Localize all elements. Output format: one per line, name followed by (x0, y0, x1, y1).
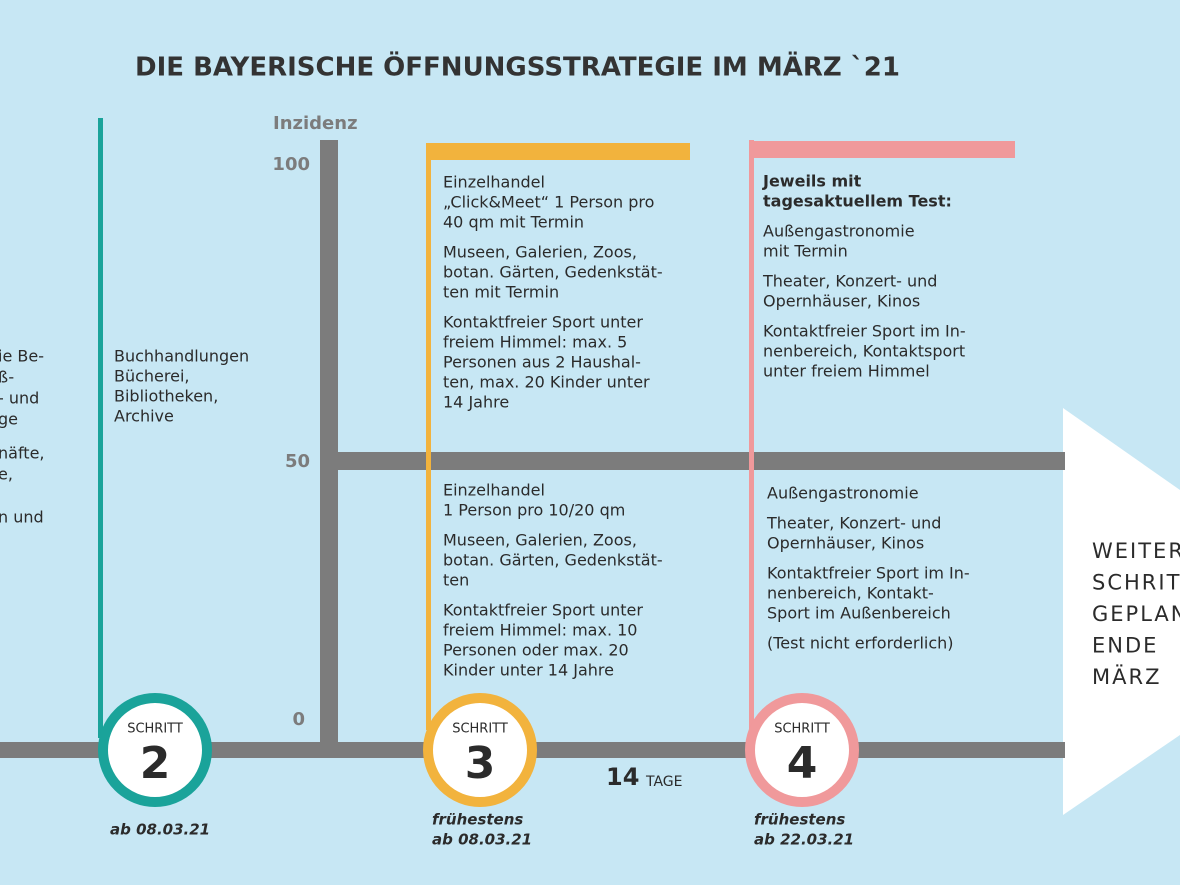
text-line: Theater, Konzert- und (766, 514, 941, 533)
text-fragment: näfte, (0, 444, 45, 463)
step-flag (749, 141, 1015, 158)
step-number: 2 (140, 738, 171, 789)
step-line (426, 145, 431, 730)
axis-tick: 100 (272, 154, 310, 175)
heading-line: Jeweils mit (762, 172, 862, 191)
text-line: Buchhandlungen (114, 347, 249, 366)
text-line: Kontaktfreier Sport im In- (767, 564, 970, 583)
text-line: 1 Person pro 10/20 qm (443, 501, 625, 520)
y-axis (320, 140, 338, 745)
text-line: Kontaktfreier Sport unter (443, 601, 643, 620)
text-line: unter freiem Himmel (763, 362, 930, 381)
text-line: 40 qm mit Termin (443, 213, 584, 232)
duration-unit: TAGE (645, 774, 683, 790)
step-label: SCHRITT (127, 722, 183, 737)
text-fragment: - und (0, 389, 39, 408)
text-line: nenbereich, Kontaktsport (763, 342, 965, 361)
text-line: Archive (114, 407, 174, 426)
text-line: ten, max. 20 Kinder unter (443, 373, 650, 392)
text-fragment: ß- (0, 368, 14, 387)
duration-number: 14 (606, 763, 639, 791)
outlook-line: ENDE (1092, 634, 1158, 658)
axis-tick: 50 (285, 451, 310, 472)
text-line: 14 Jahre (443, 393, 509, 412)
text-line: Kontaktfreier Sport unter (443, 313, 643, 332)
step-circle (745, 693, 859, 807)
text-line: freiem Himmel: max. 10 (443, 621, 637, 640)
text-line: Bücherei, (114, 367, 190, 386)
text-line: botan. Gärten, Gedenkstät- (443, 263, 663, 282)
step-date: ab 08.03.21 (110, 821, 210, 839)
step-label: SCHRITT (452, 722, 508, 737)
outlook-line: MÄRZ (1092, 664, 1161, 689)
text-line: Einzelhandel (443, 173, 545, 192)
outlook-line: SCHRITTE (1092, 571, 1180, 595)
text-line: mit Termin (763, 242, 848, 261)
title: DIE BAYERISCHE ÖFFNUNGSSTRATEGIE IM MÄRZ… (135, 50, 900, 83)
text-fragment: ge (0, 410, 18, 429)
text-line: Kinder unter 14 Jahre (443, 661, 614, 680)
text-fragment: n und (0, 508, 44, 527)
step-date: ab 22.03.21 (754, 831, 854, 849)
step-circle (423, 693, 537, 807)
axis-label: Inzidenz (273, 113, 358, 134)
step-circle (98, 693, 212, 807)
text-line: Kontaktfreier Sport im In- (763, 322, 966, 341)
text-line: ten (443, 571, 469, 590)
step-flag (426, 143, 690, 160)
text-line: Einzelhandel (443, 481, 545, 500)
text-line: Theater, Konzert- und (762, 272, 937, 291)
text-line: Personen oder max. 20 (443, 641, 629, 660)
outlook-line: GEPLANT (1092, 602, 1180, 626)
text-line: „Click&Meet“ 1 Person pro (443, 193, 654, 212)
axis-tick: 0 (292, 709, 305, 730)
heading-line: tagesaktuellem Test: (763, 192, 952, 211)
text-line: Sport im Außenbereich (767, 604, 951, 623)
text-line: Museen, Galerien, Zoos, (443, 243, 637, 262)
arrow (1063, 408, 1180, 815)
step-line (98, 118, 103, 738)
step-number: 4 (787, 738, 818, 789)
step-date: ab 08.03.21 (432, 831, 532, 849)
text-line: Außengastronomie (763, 222, 915, 241)
step-label: SCHRITT (774, 722, 830, 737)
text-line: freiem Himmel: max. 5 (443, 333, 627, 352)
text-line: Opernhäuser, Kinos (767, 534, 924, 553)
text-line: Museen, Galerien, Zoos, (443, 531, 637, 550)
text-line: Opernhäuser, Kinos (763, 292, 920, 311)
step-date: frühestens (754, 811, 845, 829)
text-line: botan. Gärten, Gedenkstät- (443, 551, 663, 570)
text-line: nenbereich, Kontakt- (767, 584, 934, 603)
step-number: 3 (465, 738, 496, 789)
text-line: (Test nicht erforderlich) (767, 634, 954, 653)
outlook-line: WEITERE (1092, 539, 1180, 563)
step-date: frühestens (432, 811, 523, 829)
threshold-line (338, 452, 1065, 470)
text-line: ten mit Termin (443, 283, 559, 302)
text-fragment: ie Be- (0, 347, 44, 366)
step-line (749, 140, 754, 730)
text-fragment: e, (0, 465, 13, 484)
text-line: Bibliotheken, (114, 387, 218, 406)
text-line: Außengastronomie (767, 484, 919, 503)
text-line: Personen aus 2 Haushal- (443, 353, 641, 372)
